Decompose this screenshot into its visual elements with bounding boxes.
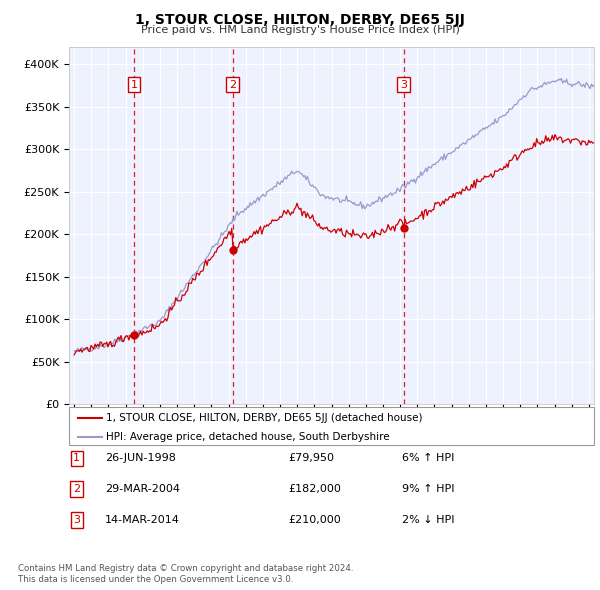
Text: 1: 1 — [73, 454, 80, 463]
Text: 2% ↓ HPI: 2% ↓ HPI — [402, 515, 455, 525]
Text: 2: 2 — [73, 484, 80, 494]
Text: HPI: Average price, detached house, South Derbyshire: HPI: Average price, detached house, Sout… — [106, 432, 390, 442]
Text: 29-MAR-2004: 29-MAR-2004 — [105, 484, 180, 494]
Text: 1: 1 — [131, 80, 137, 90]
Text: 3: 3 — [73, 515, 80, 525]
Text: 3: 3 — [400, 80, 407, 90]
Text: Price paid vs. HM Land Registry's House Price Index (HPI): Price paid vs. HM Land Registry's House … — [140, 25, 460, 35]
Text: Contains HM Land Registry data © Crown copyright and database right 2024.: Contains HM Land Registry data © Crown c… — [18, 565, 353, 573]
Text: 14-MAR-2014: 14-MAR-2014 — [105, 515, 180, 525]
Text: This data is licensed under the Open Government Licence v3.0.: This data is licensed under the Open Gov… — [18, 575, 293, 584]
Text: £182,000: £182,000 — [288, 484, 341, 494]
Text: 26-JUN-1998: 26-JUN-1998 — [105, 454, 176, 463]
Text: £210,000: £210,000 — [288, 515, 341, 525]
Text: 1, STOUR CLOSE, HILTON, DERBY, DE65 5JJ (detached house): 1, STOUR CLOSE, HILTON, DERBY, DE65 5JJ … — [106, 413, 422, 423]
Text: 1, STOUR CLOSE, HILTON, DERBY, DE65 5JJ: 1, STOUR CLOSE, HILTON, DERBY, DE65 5JJ — [135, 13, 465, 27]
Text: £79,950: £79,950 — [288, 454, 334, 463]
Text: 9% ↑ HPI: 9% ↑ HPI — [402, 484, 455, 494]
Text: 2: 2 — [229, 80, 236, 90]
Text: 6% ↑ HPI: 6% ↑ HPI — [402, 454, 454, 463]
